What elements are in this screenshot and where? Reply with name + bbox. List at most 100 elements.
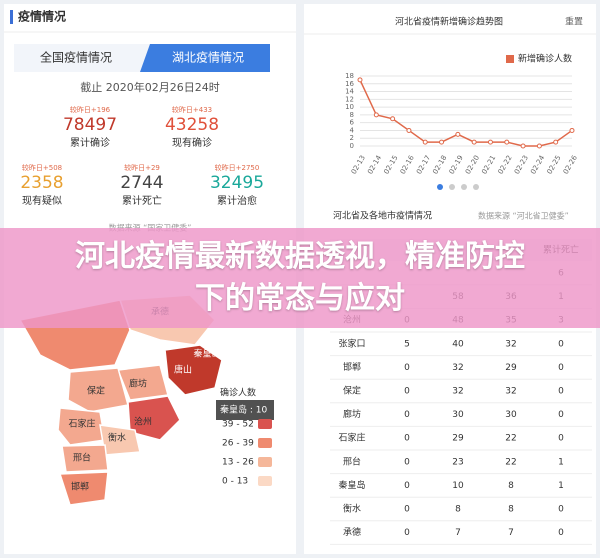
point [406,127,412,133]
chart-title: 河北省疫情新增确诊趋势图 [395,16,503,28]
tab-label[interactable]: 全国疫情情况 [40,50,112,65]
tab-active[interactable] [140,44,270,72]
region [127,395,181,441]
table-cell: 32 [452,387,463,397]
region-label: 衡水 [108,432,126,444]
table-cell: 0 [404,457,410,467]
table-cell: 22 [505,457,516,467]
legend-range: 13 - 26 [222,458,254,468]
table-cell: 7 [455,528,461,538]
table-cell: 5 [404,339,410,349]
title-bar [10,10,13,24]
point [455,131,461,137]
table-cell: 1 [558,457,564,467]
table-cell: 邢台 [343,455,361,467]
legend-range: 26 - 39 [222,439,254,449]
table-cell: 0 [404,363,410,373]
region [61,444,109,473]
region [116,364,169,401]
y-tick-label: 2 [350,134,354,142]
y-tick-label: 6 [350,119,355,127]
table-cell: 张家口 [338,337,365,349]
region-label: 邢台 [73,452,91,464]
stat-value: 2358 [20,173,63,193]
region [164,344,223,396]
point [487,139,493,145]
page-dot[interactable] [461,184,467,190]
table-cell: 0 [558,363,564,373]
stat-value: 78497 [63,115,117,135]
stat-value: 32495 [210,173,264,193]
table-cell: 邯郸 [343,361,361,373]
table-cell: 7 [508,528,514,538]
table-cell: 1 [558,481,564,491]
table-cell: 8 [455,505,461,515]
table-cell: 0 [404,528,410,538]
y-tick-label: 8 [350,111,354,119]
page-dot[interactable] [449,184,455,190]
y-tick-label: 0 [350,142,354,150]
table-cell: 0 [558,410,564,420]
point [471,139,477,145]
point [422,139,428,145]
table-cell: 0 [404,387,410,397]
panel-title: 疫情情况 [18,9,66,24]
region-label: 唐山 [174,364,192,376]
point [553,139,559,145]
legend-range: 0 - 13 [222,477,248,487]
table-cell: 29 [505,363,517,373]
table-cell: 廊坊 [343,408,361,420]
table-cell: 0 [558,505,564,515]
table-cell: 32 [505,339,516,349]
legend-swatch [258,419,272,429]
table-cell: 衡水 [343,503,361,515]
page-dot[interactable] [473,184,479,190]
tab[interactable] [14,44,150,72]
y-tick-label: 4 [350,126,355,134]
point [373,112,379,118]
table-cell: 23 [452,457,463,467]
region-label: 秦皇岛 [193,348,220,360]
banner-title: 河北疫情最新数据透视，精准防控下的常态与应对 [75,239,525,316]
table-cell: 0 [558,528,564,538]
table-cell: 29 [452,434,464,444]
table-cell: 32 [452,363,463,373]
stat-label: 现有确诊 [172,136,212,149]
as-of-date: 截止 2020年02月26日24时 [80,80,219,94]
tooltip-box [216,400,274,420]
table-cell: 承德 [343,526,361,538]
table-cell: 0 [404,434,410,444]
stat-change: 较昨日+29 [124,163,160,172]
table-cell: 22 [505,434,516,444]
table-cell: 8 [508,505,514,515]
y-tick-label: 18 [345,72,354,80]
point [504,139,510,145]
stat-label: 累计死亡 [122,194,162,207]
reset-button[interactable]: 重置 [565,16,583,28]
stat-label: 累计治愈 [217,194,257,207]
tab-label[interactable]: 湖北疫情情况 [172,50,244,65]
legend-swatch [258,438,272,448]
table-cell: 石家庄 [338,432,365,444]
region [67,367,129,413]
table-cell: 0 [558,387,564,397]
region-label: 石家庄 [68,418,95,430]
point [357,77,363,83]
region-label: 邯郸 [71,481,89,493]
point [520,143,526,149]
region [57,407,106,446]
y-tick-label: 10 [345,103,354,111]
table-cell: 10 [452,481,464,491]
source: 数据来源 “国家卫健委” [109,223,192,233]
page-dot[interactable] [437,184,443,190]
table-title: 河北省及各地市疫情情况 [333,210,432,222]
legend-swatch [506,55,514,63]
table-cell: 0 [404,410,410,420]
point [536,143,542,149]
stat-change: 较昨日+196 [70,105,111,114]
stat-label: 累计确诊 [70,136,110,149]
table-cell: 秦皇岛 [338,479,365,491]
table-cell: 0 [558,434,564,444]
stat-value: 43258 [165,115,219,135]
stat-value: 2744 [120,173,163,193]
